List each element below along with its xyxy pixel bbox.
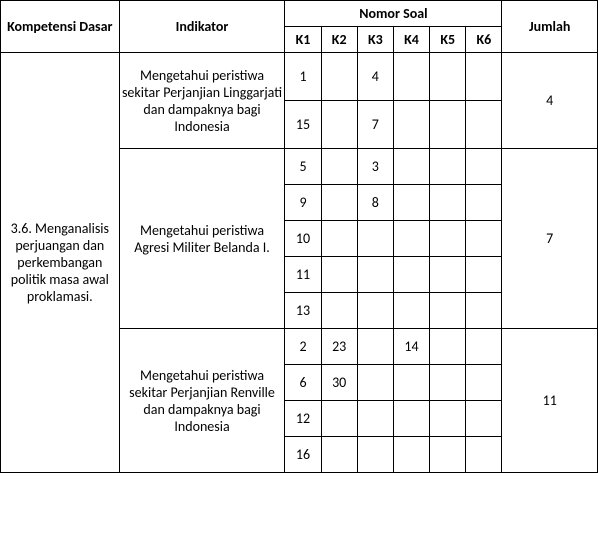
cell-k6 (466, 401, 502, 437)
cell-k5 (430, 293, 466, 329)
cell-k5 (430, 257, 466, 293)
cell-k3: 4 (357, 53, 393, 101)
cell-k3 (357, 221, 393, 257)
cell-k2 (321, 149, 357, 185)
cell-k2 (321, 53, 357, 101)
cell-k1: 11 (285, 257, 321, 293)
header-k1: K1 (285, 27, 321, 53)
cell-k6 (466, 437, 502, 473)
header-nomor-soal: Nomor Soal (285, 1, 502, 27)
cell-k6 (466, 53, 502, 101)
cell-k4 (393, 149, 429, 185)
cell-k3: 8 (357, 185, 393, 221)
cell-k6 (466, 293, 502, 329)
cell-k4 (393, 221, 429, 257)
cell-indikator: Mengetahui peristiwa sekitar Perjanjian … (119, 53, 285, 149)
cell-k1: 6 (285, 365, 321, 401)
cell-k5 (430, 53, 466, 101)
cell-k6 (466, 221, 502, 257)
cell-k1: 1 (285, 53, 321, 101)
header-jumlah: Jumlah (502, 1, 598, 53)
cell-k2: 30 (321, 365, 357, 401)
cell-k4 (393, 101, 429, 149)
cell-k2 (321, 185, 357, 221)
cell-k5 (430, 437, 466, 473)
header-k4: K4 (393, 27, 429, 53)
cell-k1: 15 (285, 101, 321, 149)
header-kompetensi: Kompetensi Dasar (1, 1, 120, 53)
header-k5: K5 (430, 27, 466, 53)
cell-indikator: Mengetahui peristiwa sekitar Perjanjian … (119, 329, 285, 473)
cell-k5 (430, 101, 466, 149)
cell-k4 (393, 365, 429, 401)
cell-k1: 5 (285, 149, 321, 185)
header-k2: K2 (321, 27, 357, 53)
header-k3: K3 (357, 27, 393, 53)
cell-k6 (466, 101, 502, 149)
cell-k6 (466, 257, 502, 293)
table-row: 3.6. Menganalisis perjuangan dan perkemb… (1, 53, 598, 101)
cell-k1: 12 (285, 401, 321, 437)
cell-k3 (357, 257, 393, 293)
cell-k5 (430, 329, 466, 365)
cell-k3 (357, 365, 393, 401)
cell-k4 (393, 437, 429, 473)
cell-k4 (393, 293, 429, 329)
cell-k2 (321, 221, 357, 257)
cell-jumlah: 7 (502, 149, 598, 329)
cell-k3 (357, 401, 393, 437)
cell-k4: 14 (393, 329, 429, 365)
cell-k1: 9 (285, 185, 321, 221)
cell-k5 (430, 365, 466, 401)
cell-k4 (393, 185, 429, 221)
cell-k2 (321, 437, 357, 473)
cell-k3: 3 (357, 149, 393, 185)
cell-k6 (466, 365, 502, 401)
cell-k2 (321, 257, 357, 293)
cell-k6 (466, 329, 502, 365)
cell-jumlah: 4 (502, 53, 598, 149)
cell-k5 (430, 149, 466, 185)
cell-k6 (466, 185, 502, 221)
cell-k5 (430, 185, 466, 221)
cell-k4 (393, 53, 429, 101)
cell-k3 (357, 329, 393, 365)
cell-k1: 2 (285, 329, 321, 365)
kisi-kisi-table: Kompetensi Dasar Indikator Nomor Soal Ju… (0, 0, 598, 473)
cell-k4 (393, 401, 429, 437)
cell-k1: 10 (285, 221, 321, 257)
cell-k2 (321, 101, 357, 149)
header-k6: K6 (466, 27, 502, 53)
cell-k5 (430, 401, 466, 437)
cell-k6 (466, 149, 502, 185)
cell-indikator: Mengetahui peristiwa Agresi Militer Bela… (119, 149, 285, 329)
header-indikator: Indikator (119, 1, 285, 53)
cell-k1: 16 (285, 437, 321, 473)
cell-k2 (321, 293, 357, 329)
cell-k2 (321, 401, 357, 437)
cell-k2: 23 (321, 329, 357, 365)
cell-k5 (430, 221, 466, 257)
cell-k1: 13 (285, 293, 321, 329)
cell-k4 (393, 257, 429, 293)
cell-k3 (357, 437, 393, 473)
cell-jumlah: 11 (502, 329, 598, 473)
cell-k3: 7 (357, 101, 393, 149)
cell-k3 (357, 293, 393, 329)
cell-kompetensi-dasar: 3.6. Menganalisis perjuangan dan perkemb… (1, 53, 120, 473)
